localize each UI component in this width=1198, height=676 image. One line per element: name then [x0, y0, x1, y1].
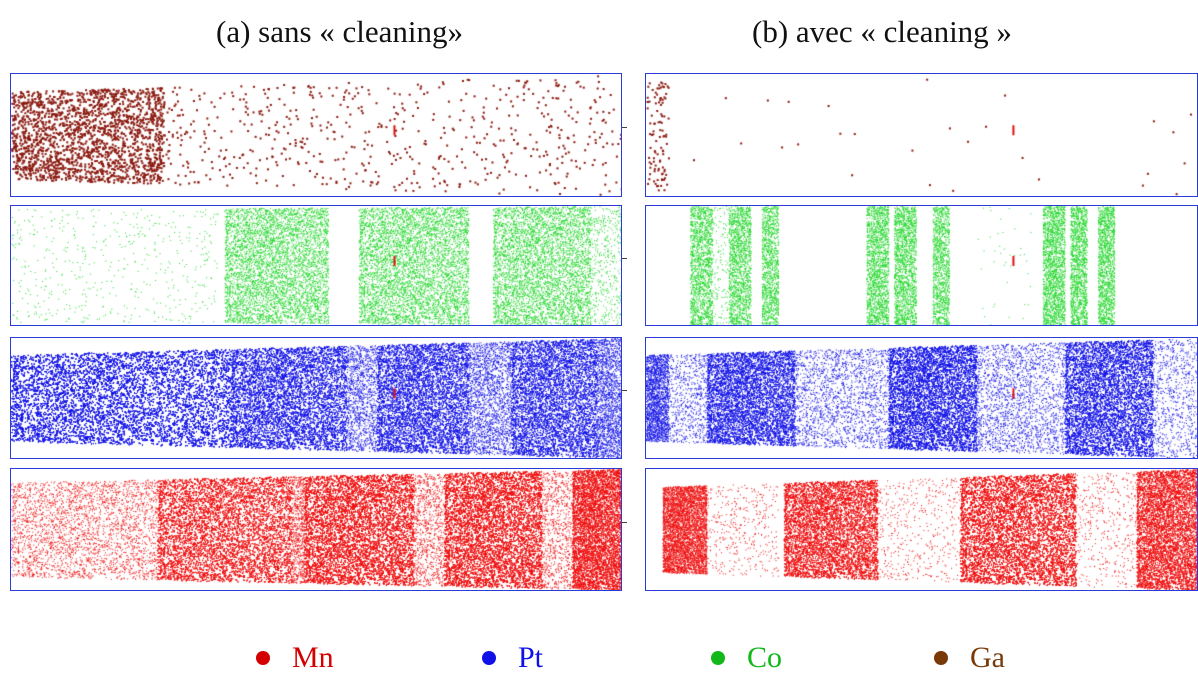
pt-dot-icon [482, 651, 496, 665]
atom-cloud-co [646, 206, 1197, 325]
axis-tick [622, 521, 627, 523]
atom-cloud-mn [646, 469, 1197, 590]
legend-label-pt: Pt [518, 641, 544, 674]
atom-cloud-ga [646, 74, 1197, 196]
atom-cloud-pt [646, 338, 1197, 458]
atom-cloud-mn [11, 469, 621, 590]
legend-item-mn: Mn [256, 640, 334, 676]
co-dot-icon [711, 651, 725, 665]
title-with-cleaning: (b) avec « cleaning » [752, 14, 1012, 49]
map-left-co [10, 205, 622, 326]
legend-label-mn: Mn [292, 641, 334, 674]
map-right-pt [645, 337, 1198, 459]
map-right-co [645, 205, 1198, 326]
legend-item-co: Co [711, 640, 782, 676]
axis-tick [622, 257, 627, 259]
map-right-ga [645, 73, 1198, 197]
map-left-ga [10, 73, 622, 197]
atom-cloud-pt [11, 338, 621, 458]
atom-cloud-ga [11, 74, 621, 196]
legend-item-pt: Pt [482, 640, 543, 676]
axis-tick [622, 127, 627, 128]
map-left-mn [10, 468, 622, 591]
map-left-pt [10, 337, 622, 459]
map-right-mn [645, 468, 1198, 591]
legend-label-co: Co [747, 641, 783, 674]
title-without-cleaning: (a) sans « cleaning» [216, 14, 464, 49]
legend-item-ga: Ga [934, 640, 1005, 676]
atom-cloud-co [11, 206, 621, 325]
legend-label-ga: Ga [970, 641, 1005, 674]
ga-dot-icon [934, 651, 948, 665]
axis-tick [622, 390, 627, 391]
mn-dot-icon [256, 651, 270, 665]
